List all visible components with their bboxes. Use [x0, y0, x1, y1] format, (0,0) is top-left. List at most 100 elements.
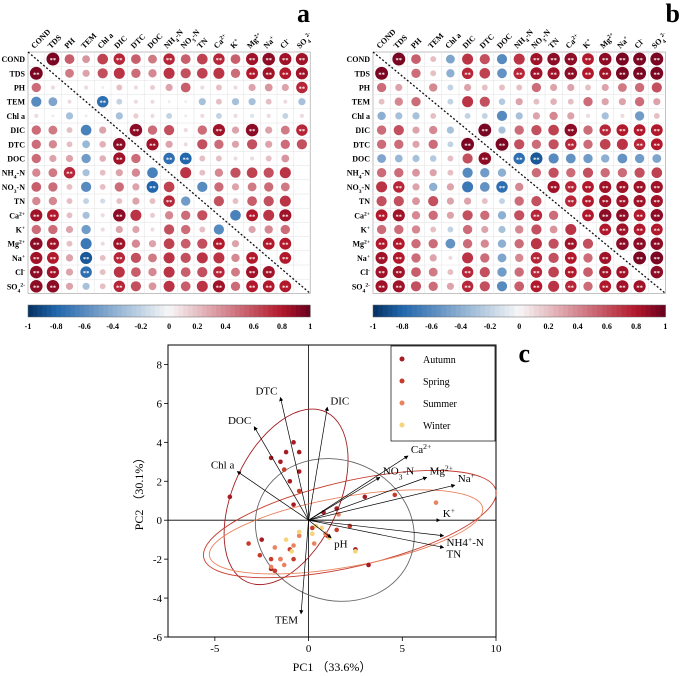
x-axis-label: PC1 （33.6%）: [293, 660, 372, 674]
correlation-circle-lower: [378, 98, 385, 105]
column-label: DTC: [129, 32, 147, 50]
colorbar-segment: [650, 305, 657, 317]
correlation-circle-upper: [231, 183, 240, 191]
correlation-circle-upper: [247, 182, 257, 192]
correlation-circle-upper: [197, 139, 208, 150]
significance-label: **: [636, 185, 643, 192]
significance-label: **: [602, 57, 609, 64]
correlation-circle-lower: [113, 280, 126, 293]
colorbar-segment: [577, 305, 583, 317]
correlation-circle-upper: [279, 67, 292, 80]
data-point-autumn: [259, 537, 265, 542]
correlation-circle-upper: [531, 124, 542, 136]
loading-label: Mg2+: [430, 463, 453, 478]
significance-label: **: [568, 284, 575, 291]
correlation-circle-lower: [515, 253, 524, 263]
column-label: Chl a: [96, 31, 115, 50]
correlation-circle-lower: [633, 280, 646, 293]
row-label: Ca2+: [9, 211, 25, 220]
significance-label: **: [378, 270, 385, 277]
correlation-circle-upper: [650, 265, 664, 279]
correlation-circle-lower: [583, 267, 593, 277]
correlation-circle-upper: [392, 52, 406, 66]
correlation-circle-lower: [130, 281, 142, 292]
correlation-circle-lower: [82, 282, 90, 290]
colorbar-segment: [136, 305, 142, 317]
row-label: Mg2+: [7, 240, 25, 249]
correlation-circle-upper: [246, 209, 258, 222]
data-point-spring: [310, 525, 315, 531]
colorbar-segment: [553, 305, 559, 317]
correlation-circle-lower: [514, 281, 525, 292]
colorbar-segment: [122, 305, 128, 317]
correlation-circle-lower: [49, 154, 57, 163]
correlation-circle-upper: [215, 98, 222, 105]
significance-label: **: [133, 128, 140, 135]
data-point-summer: [291, 543, 296, 548]
colorbar-tick-label: 0: [517, 322, 521, 331]
correlation-circle-lower: [429, 155, 437, 162]
correlation-circle-upper: [498, 126, 506, 134]
correlation-circle-lower: [377, 111, 386, 121]
column-label: TEM: [426, 31, 446, 51]
correlation-circle-lower: [181, 196, 191, 206]
correlation-circle-lower: [113, 252, 126, 264]
colorbar-segment: [239, 305, 245, 317]
colorbar-segment: [79, 305, 85, 317]
correlation-circle-upper: [532, 112, 541, 120]
colorbar-segment: [558, 305, 564, 317]
correlation-circle-lower: [412, 112, 420, 120]
loading-arrow: [253, 426, 309, 521]
correlation-circle-upper: [601, 112, 609, 120]
correlation-circle-upper: [196, 67, 208, 79]
correlation-circle-lower: [146, 181, 159, 193]
colorbar-segment: [373, 305, 379, 317]
correlation-circle-lower: [447, 155, 454, 162]
correlation-circle-upper: [530, 53, 543, 66]
colorbar-tick-label: -0.6: [78, 322, 91, 331]
row-label: Na+: [12, 254, 25, 263]
loading-arrow: [279, 396, 309, 521]
significance-label: **: [568, 242, 575, 249]
correlation-circle-upper: [113, 67, 125, 79]
correlation-circle-upper: [246, 53, 259, 66]
correlation-circle-lower: [231, 253, 240, 263]
correlation-circle-lower: [447, 226, 454, 233]
significance-label: **: [33, 71, 40, 78]
correlation-circle-upper: [616, 195, 629, 208]
correlation-circle-upper: [82, 55, 90, 63]
correlation-circle-lower: [131, 168, 141, 177]
correlation-circle-lower: [148, 282, 157, 291]
significance-label: **: [619, 199, 626, 206]
correlation-circle-upper: [650, 66, 664, 80]
correlation-circle-lower: [82, 211, 90, 219]
significance-label: **: [166, 199, 173, 206]
y-tick-label: 4: [157, 437, 163, 449]
colorbar-segment: [117, 305, 123, 317]
correlation-circle-upper: [618, 98, 627, 106]
row-label: COND: [346, 55, 370, 64]
correlation-circle-upper: [565, 153, 576, 164]
correlation-circle-upper: [163, 67, 175, 79]
correlation-circle-lower: [47, 252, 59, 264]
row-label: K+: [16, 226, 25, 235]
colorbar-segment: [494, 305, 501, 317]
row-label: DIC: [355, 126, 370, 135]
correlation-circle-upper: [496, 53, 508, 65]
data-point-autumn: [227, 494, 233, 500]
correlation-circle-upper: [246, 167, 258, 179]
correlation-circle-lower: [46, 266, 59, 279]
correlation-circle-lower: [480, 210, 490, 220]
significance-label: **: [499, 185, 506, 192]
loading-arrow: [308, 483, 456, 521]
data-point-spring: [281, 467, 287, 472]
correlation-circle-upper: [516, 84, 523, 91]
colorbar-segment: [509, 305, 515, 317]
colorbar-segment: [543, 305, 549, 317]
significance-label: **: [50, 242, 57, 249]
colorbar-tick-label: 0.8: [631, 322, 641, 331]
correlation-circle-upper: [46, 52, 60, 66]
correlation-circle-upper: [565, 138, 577, 151]
correlation-circle-lower: [199, 226, 206, 233]
correlation-circle-upper: [129, 123, 143, 137]
